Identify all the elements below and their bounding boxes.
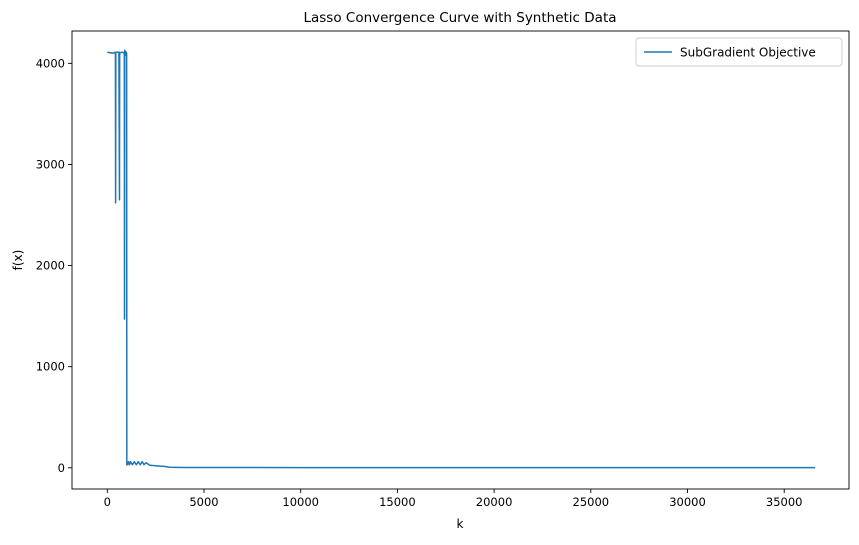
y-tick-label: 1000	[36, 360, 65, 374]
x-tick-label: 35000	[766, 495, 803, 509]
x-axis-label: k	[457, 517, 464, 531]
x-axis-ticks: 0 5000 10000 15000 20000 25000 30000 35000	[104, 489, 803, 509]
series-line-0	[107, 49, 816, 469]
legend-box	[635, 37, 843, 67]
series-layer	[107, 49, 816, 469]
y-axis-label: f(x)	[11, 250, 25, 271]
x-tick-label: 25000	[573, 495, 610, 509]
x-tick-label: 20000	[476, 495, 513, 509]
x-tick-label: 15000	[379, 495, 416, 509]
x-tick-label: 5000	[189, 495, 218, 509]
legend-label: SubGradient Objective	[680, 46, 816, 60]
x-tick-label: 0	[104, 495, 111, 509]
plot-area	[72, 31, 849, 489]
x-tick-label: 10000	[282, 495, 319, 509]
y-tick-label: 3000	[36, 157, 65, 171]
x-tick-label: 30000	[669, 495, 706, 509]
y-tick-label: 2000	[36, 259, 65, 273]
chart-title: Lasso Convergence Curve with Synthetic D…	[303, 10, 616, 26]
y-tick-label: 0	[58, 461, 65, 475]
y-axis-ticks: 0 1000 2000 3000 4000	[36, 56, 72, 475]
legend: SubGradient Objective	[635, 37, 843, 67]
y-tick-label: 4000	[36, 56, 65, 70]
plot-frame	[71, 30, 850, 490]
